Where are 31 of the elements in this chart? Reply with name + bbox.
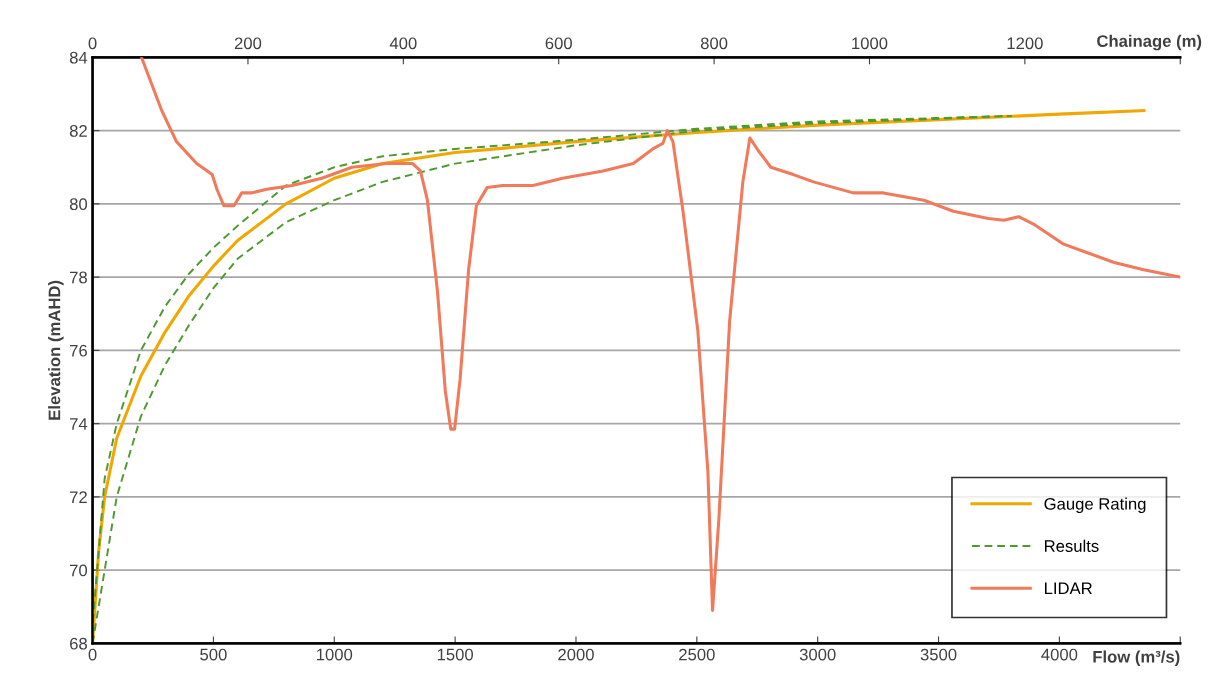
- x-axis-title: Flow (m³/s): [1093, 650, 1180, 666]
- x-tick-label: 1500: [437, 648, 474, 661]
- legend-label: Results: [1045, 539, 1099, 552]
- x-tick-label: 1000: [317, 648, 353, 661]
- x-tick-label: 3500: [920, 648, 957, 661]
- x2-tick-label: 600: [545, 37, 572, 50]
- x-tick-label: 2500: [679, 648, 715, 661]
- y-axis-title: Elevation (mAHD): [48, 280, 64, 420]
- x-tick-label: 0: [88, 648, 97, 661]
- y-tick-label: 74: [70, 418, 88, 430]
- y-tick-label: 76: [70, 344, 87, 357]
- y-tick-label: 82: [69, 125, 87, 137]
- x-tick-label: 4000: [1041, 648, 1078, 661]
- legend-label: Gauge Rating: [1044, 497, 1146, 514]
- x2-tick-label: 0: [88, 37, 97, 50]
- legend-label: LIDAR: [1045, 582, 1092, 595]
- y-tick-label: 70: [70, 564, 88, 577]
- y-tick-label: 68: [70, 637, 87, 650]
- y-tick-label: 84: [69, 51, 88, 64]
- y-tick-label: 80: [69, 198, 88, 211]
- x-tick-label: 2000: [558, 648, 594, 661]
- x2-tick-label: 800: [700, 37, 728, 50]
- x2-tick-label: 200: [234, 37, 262, 50]
- x-tick-label: 500: [200, 648, 227, 661]
- x2-tick-label: 1000: [852, 37, 888, 50]
- x2-tick-label: 1200: [1007, 37, 1043, 50]
- x2-axis-title: Chainage (m): [1097, 34, 1202, 51]
- x-tick-label: 3000: [799, 648, 836, 661]
- y-tick-label: 78: [70, 271, 87, 284]
- y-tick-label: 72: [70, 491, 87, 503]
- x2-tick-label: 400: [389, 37, 417, 50]
